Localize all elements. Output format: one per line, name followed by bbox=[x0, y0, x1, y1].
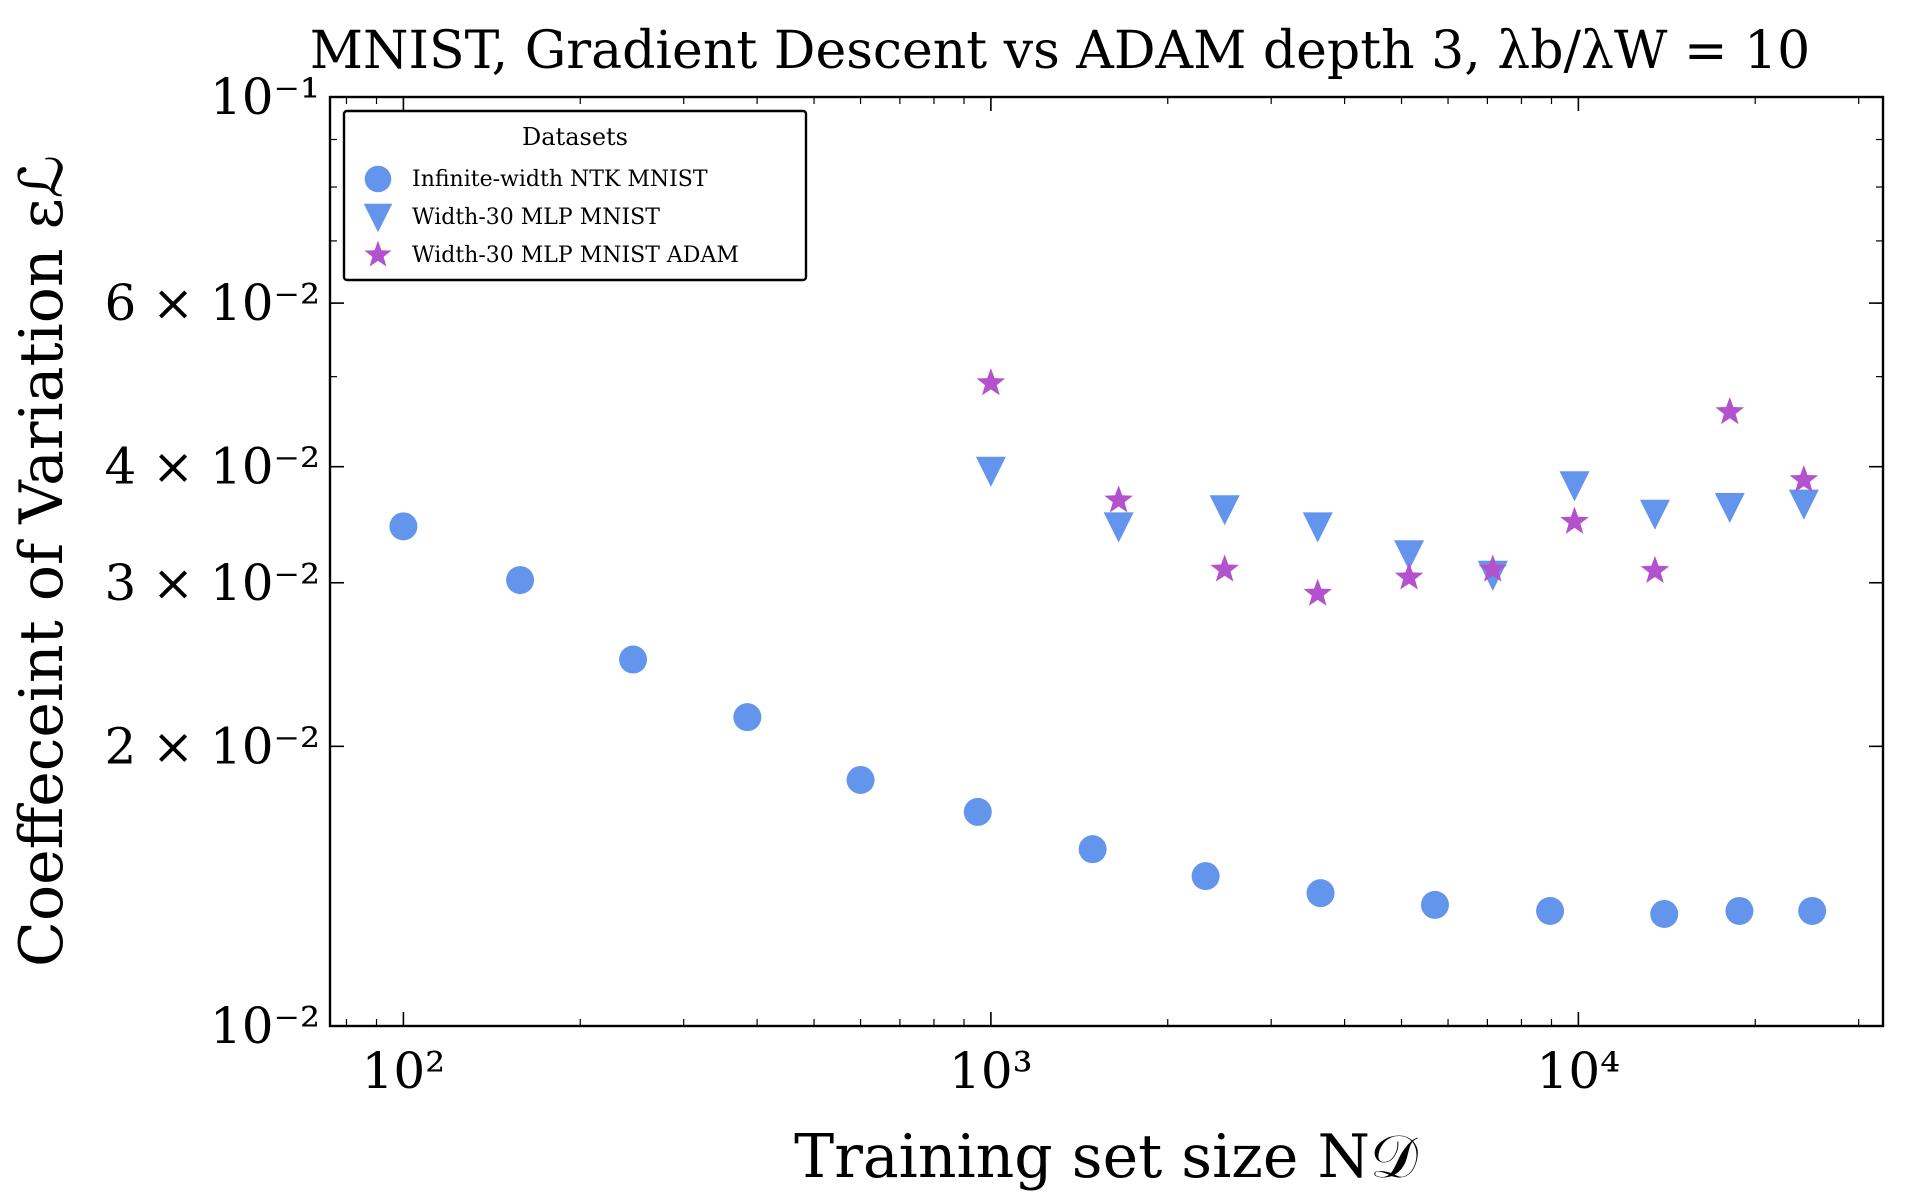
tick-labels: 10² 10³ 10⁴ 10⁻¹ 6 × 10⁻² 4 × 10⁻² 3 × 10⁻² 2 ×… bbox=[104, 68, 1620, 1100]
series-0 bbox=[389, 512, 1827, 928]
y-tick-label: 10⁻² bbox=[210, 997, 320, 1055]
triangle-down-point bbox=[1394, 540, 1425, 571]
legend-entry: Width-30 MLP MNIST ADAM bbox=[364, 240, 739, 268]
circle-point bbox=[1078, 835, 1107, 864]
triangle-down-point bbox=[1788, 489, 1819, 520]
circle-point bbox=[619, 645, 648, 674]
star-point bbox=[1104, 485, 1133, 513]
triangle-down-point bbox=[1209, 495, 1240, 526]
triangle-down-point bbox=[975, 456, 1006, 487]
circle-point bbox=[506, 566, 535, 595]
circle-point bbox=[1420, 890, 1449, 919]
chart-title: MNIST, Gradient Descent vs ADAM depth 3,… bbox=[310, 21, 1811, 81]
circle-point bbox=[1536, 896, 1565, 925]
legend-label: Infinite-width NTK MNIST bbox=[412, 167, 708, 192]
circle-point bbox=[1306, 879, 1335, 908]
triangle-down-point bbox=[1639, 499, 1670, 530]
triangle-down-point bbox=[1302, 512, 1333, 543]
y-axis-title: Coeffeceint of Variation εℒ bbox=[7, 155, 77, 967]
circle-point bbox=[963, 797, 992, 826]
legend-entries: Infinite-width NTK MNIST Width-30 MLP MNI… bbox=[363, 165, 739, 268]
star-point bbox=[1394, 562, 1424, 590]
legend-entry: Infinite-width NTK MNIST bbox=[364, 165, 708, 193]
triangle-down-point bbox=[1714, 492, 1745, 524]
x-tick-label: 10³ bbox=[949, 1042, 1033, 1100]
y-tick-label: 2 × 10⁻² bbox=[104, 717, 320, 775]
series-1 bbox=[975, 456, 1819, 591]
star-point bbox=[1640, 555, 1670, 583]
legend-label: Width-30 MLP MNIST ADAM bbox=[412, 243, 739, 268]
legend-circle-icon bbox=[364, 165, 392, 193]
triangle-down-point bbox=[1559, 471, 1590, 502]
x-tick-label: 10² bbox=[362, 1042, 446, 1100]
plot-area-frame bbox=[328, 95, 1885, 1028]
star-point bbox=[1715, 397, 1745, 425]
x-tick-label: 10⁴ bbox=[1537, 1042, 1621, 1100]
y-tick-label: 10⁻¹ bbox=[210, 68, 320, 126]
star-point bbox=[1478, 554, 1508, 582]
data-marks bbox=[389, 368, 1827, 928]
circle-point bbox=[389, 512, 418, 541]
y-tick-label: 6 × 10⁻² bbox=[104, 274, 320, 332]
circle-point bbox=[733, 703, 762, 732]
star-point bbox=[1210, 554, 1239, 582]
star-point bbox=[1789, 465, 1819, 493]
series-2 bbox=[976, 368, 1819, 606]
circle-point bbox=[1725, 896, 1754, 925]
legend-triangle-down-icon bbox=[363, 203, 393, 233]
star-point bbox=[1303, 578, 1332, 606]
legend-star-icon bbox=[364, 240, 392, 267]
star-point bbox=[1560, 506, 1589, 534]
legend-entry: Width-30 MLP MNIST bbox=[363, 203, 660, 233]
circle-point bbox=[846, 765, 875, 794]
y-tick-label: 4 × 10⁻² bbox=[104, 438, 320, 496]
x-axis-title: Training set size N𝒟 bbox=[794, 1122, 1418, 1192]
star-point bbox=[976, 368, 1006, 396]
circle-point bbox=[1191, 862, 1220, 891]
legend: Datasets Infinite-width NTK MNIST Width-3… bbox=[342, 109, 808, 282]
circle-point bbox=[1798, 896, 1827, 925]
triangle-down-point bbox=[1103, 512, 1134, 543]
circle-point bbox=[1650, 899, 1679, 928]
legend-box bbox=[342, 109, 808, 282]
legend-title: Datasets bbox=[522, 123, 628, 151]
y-tick-label: 3 × 10⁻² bbox=[104, 554, 320, 612]
legend-label: Width-30 MLP MNIST bbox=[412, 205, 660, 230]
